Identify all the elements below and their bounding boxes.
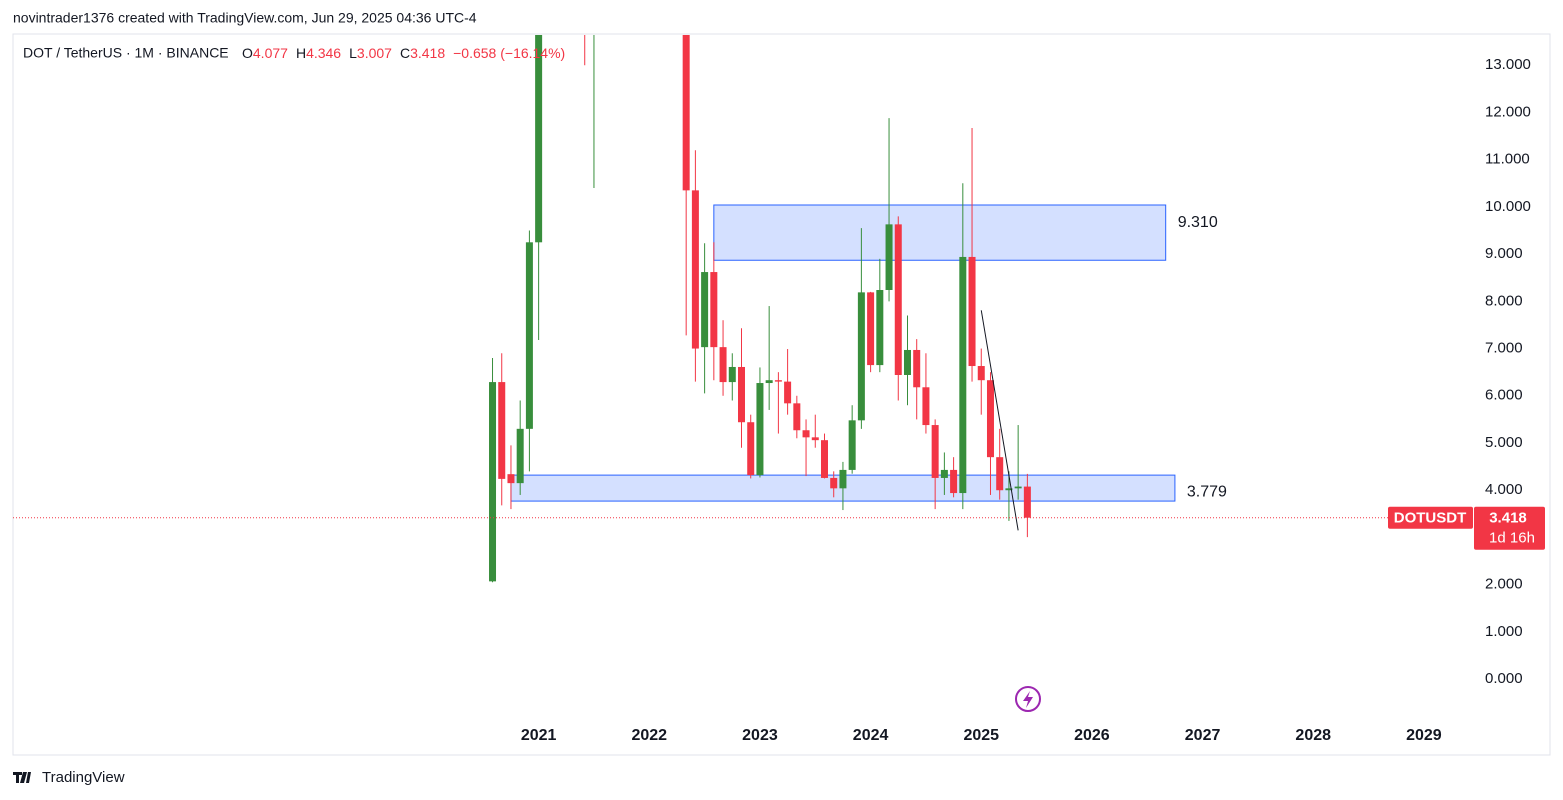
ohlc-value: 3.007 (357, 45, 392, 61)
candle-body (489, 382, 497, 582)
candle-body (719, 347, 727, 383)
y-tick-label: 1.000 (1485, 623, 1523, 640)
y-tick-label: 8.000 (1485, 292, 1523, 309)
candle-body (710, 272, 718, 348)
y-tick-label: 4.000 (1485, 481, 1523, 498)
candle-body (839, 469, 847, 489)
candle-body (922, 387, 930, 426)
candle-body (765, 380, 773, 384)
candle-body (498, 382, 506, 479)
header: novintrader1376 created with TradingView… (13, 10, 477, 26)
candle-body (894, 224, 902, 375)
candle-body (820, 440, 828, 478)
y-tick-label: 10.000 (1485, 198, 1531, 215)
candle-body (774, 380, 782, 382)
chart-frame (12, 33, 1551, 756)
candle-body (738, 366, 745, 423)
lightning-icon (1015, 686, 1041, 712)
legend-ohlc: O4.077 H4.346 L3.007 C3.418 −0.658 (−16.14%) (242, 45, 565, 61)
y-tick-label: 0.000 (1485, 670, 1523, 687)
ohlc-value: 3.418 (410, 45, 445, 61)
plot-area (489, 35, 1176, 583)
x-tick-label: 2027 (1185, 727, 1221, 744)
candle-body (747, 422, 755, 476)
candle-body (1005, 488, 1013, 491)
candle-body (1014, 486, 1022, 489)
y-tick-label: 2.000 (1485, 576, 1523, 593)
y-tick-label: 12.000 (1485, 103, 1531, 120)
symbol-tag-bg (1388, 506, 1473, 529)
trend-line (980, 310, 1019, 531)
overlay: DOTUSDT 3.418 1d 16h (13, 506, 1545, 550)
ohlc-value: 4.346 (306, 45, 341, 61)
candle-body (977, 366, 985, 381)
candle-body (857, 292, 865, 421)
y-tick-label: 6.000 (1485, 387, 1523, 404)
ohlc-value: 4.077 (253, 45, 288, 61)
x-tick-label: 2024 (853, 727, 889, 744)
candle-body (811, 437, 819, 441)
candle-body (1023, 486, 1031, 518)
candle-body (885, 224, 893, 290)
candle-body (516, 428, 524, 484)
x-tick-label: 2026 (1074, 727, 1110, 744)
candle-body (691, 190, 699, 349)
candle-body (950, 469, 958, 494)
candle-body (968, 256, 976, 367)
footer: TradingView (42, 769, 125, 786)
candle-body (867, 292, 875, 366)
x-tick-label: 2023 (742, 727, 778, 744)
y-tick-label: 13.000 (1485, 56, 1531, 73)
countdown: 1d 16h (1489, 530, 1535, 547)
x-tick-label: 2021 (521, 727, 557, 744)
icon-bolt (1023, 691, 1033, 708)
price-tag-bg (1474, 506, 1545, 550)
x-tick-label: 2022 (631, 727, 667, 744)
candle-body (848, 420, 856, 470)
candle-body (876, 290, 884, 366)
y-tick-label: 11.000 (1485, 151, 1530, 168)
candle-body (728, 366, 736, 383)
candle-body (507, 474, 515, 484)
candle-body (986, 380, 994, 458)
candle-body (959, 256, 967, 494)
candle-body (701, 272, 709, 348)
candle-body (913, 349, 921, 388)
ohlc-change: −0.658 (−16.14%) (453, 45, 565, 61)
logo: TradingView (13, 769, 125, 786)
candle-body (931, 425, 939, 478)
logo-mark (13, 772, 31, 783)
x-tick-label: 2029 (1406, 727, 1442, 744)
x-tick-label: 2025 (963, 727, 999, 744)
y-tick-label: 7.000 (1485, 340, 1523, 357)
x-tick-label: 2028 (1295, 727, 1331, 744)
candle-body (903, 349, 911, 375)
candle-body (996, 457, 1004, 491)
ohlc-label: O (242, 45, 253, 61)
ohlc-label: L (349, 45, 357, 61)
zone-label: 9.310 (1178, 214, 1218, 231)
icon-circle (1015, 686, 1041, 712)
zone-label: 3.779 (1187, 483, 1227, 500)
candle-body (830, 477, 838, 489)
price-tag: 3.418 (1489, 510, 1527, 527)
candle-body (802, 430, 810, 438)
ohlc-label: C (400, 45, 410, 61)
symbol-tag: DOTUSDT (1394, 510, 1467, 527)
candle-body (535, 35, 543, 243)
legend-symbol: DOT / TetherUS · 1M · BINANCE (23, 45, 229, 61)
candle-body (793, 403, 801, 431)
candle-body (784, 381, 792, 404)
candle-body (525, 242, 533, 429)
candle-body (682, 35, 690, 191)
y-tick-label: 9.000 (1485, 245, 1523, 262)
candle-body (940, 469, 948, 478)
y-tick-label: 5.000 (1485, 434, 1523, 451)
ohlc-label: H (296, 45, 306, 61)
zone (713, 204, 1167, 261)
candle-body (756, 383, 764, 476)
